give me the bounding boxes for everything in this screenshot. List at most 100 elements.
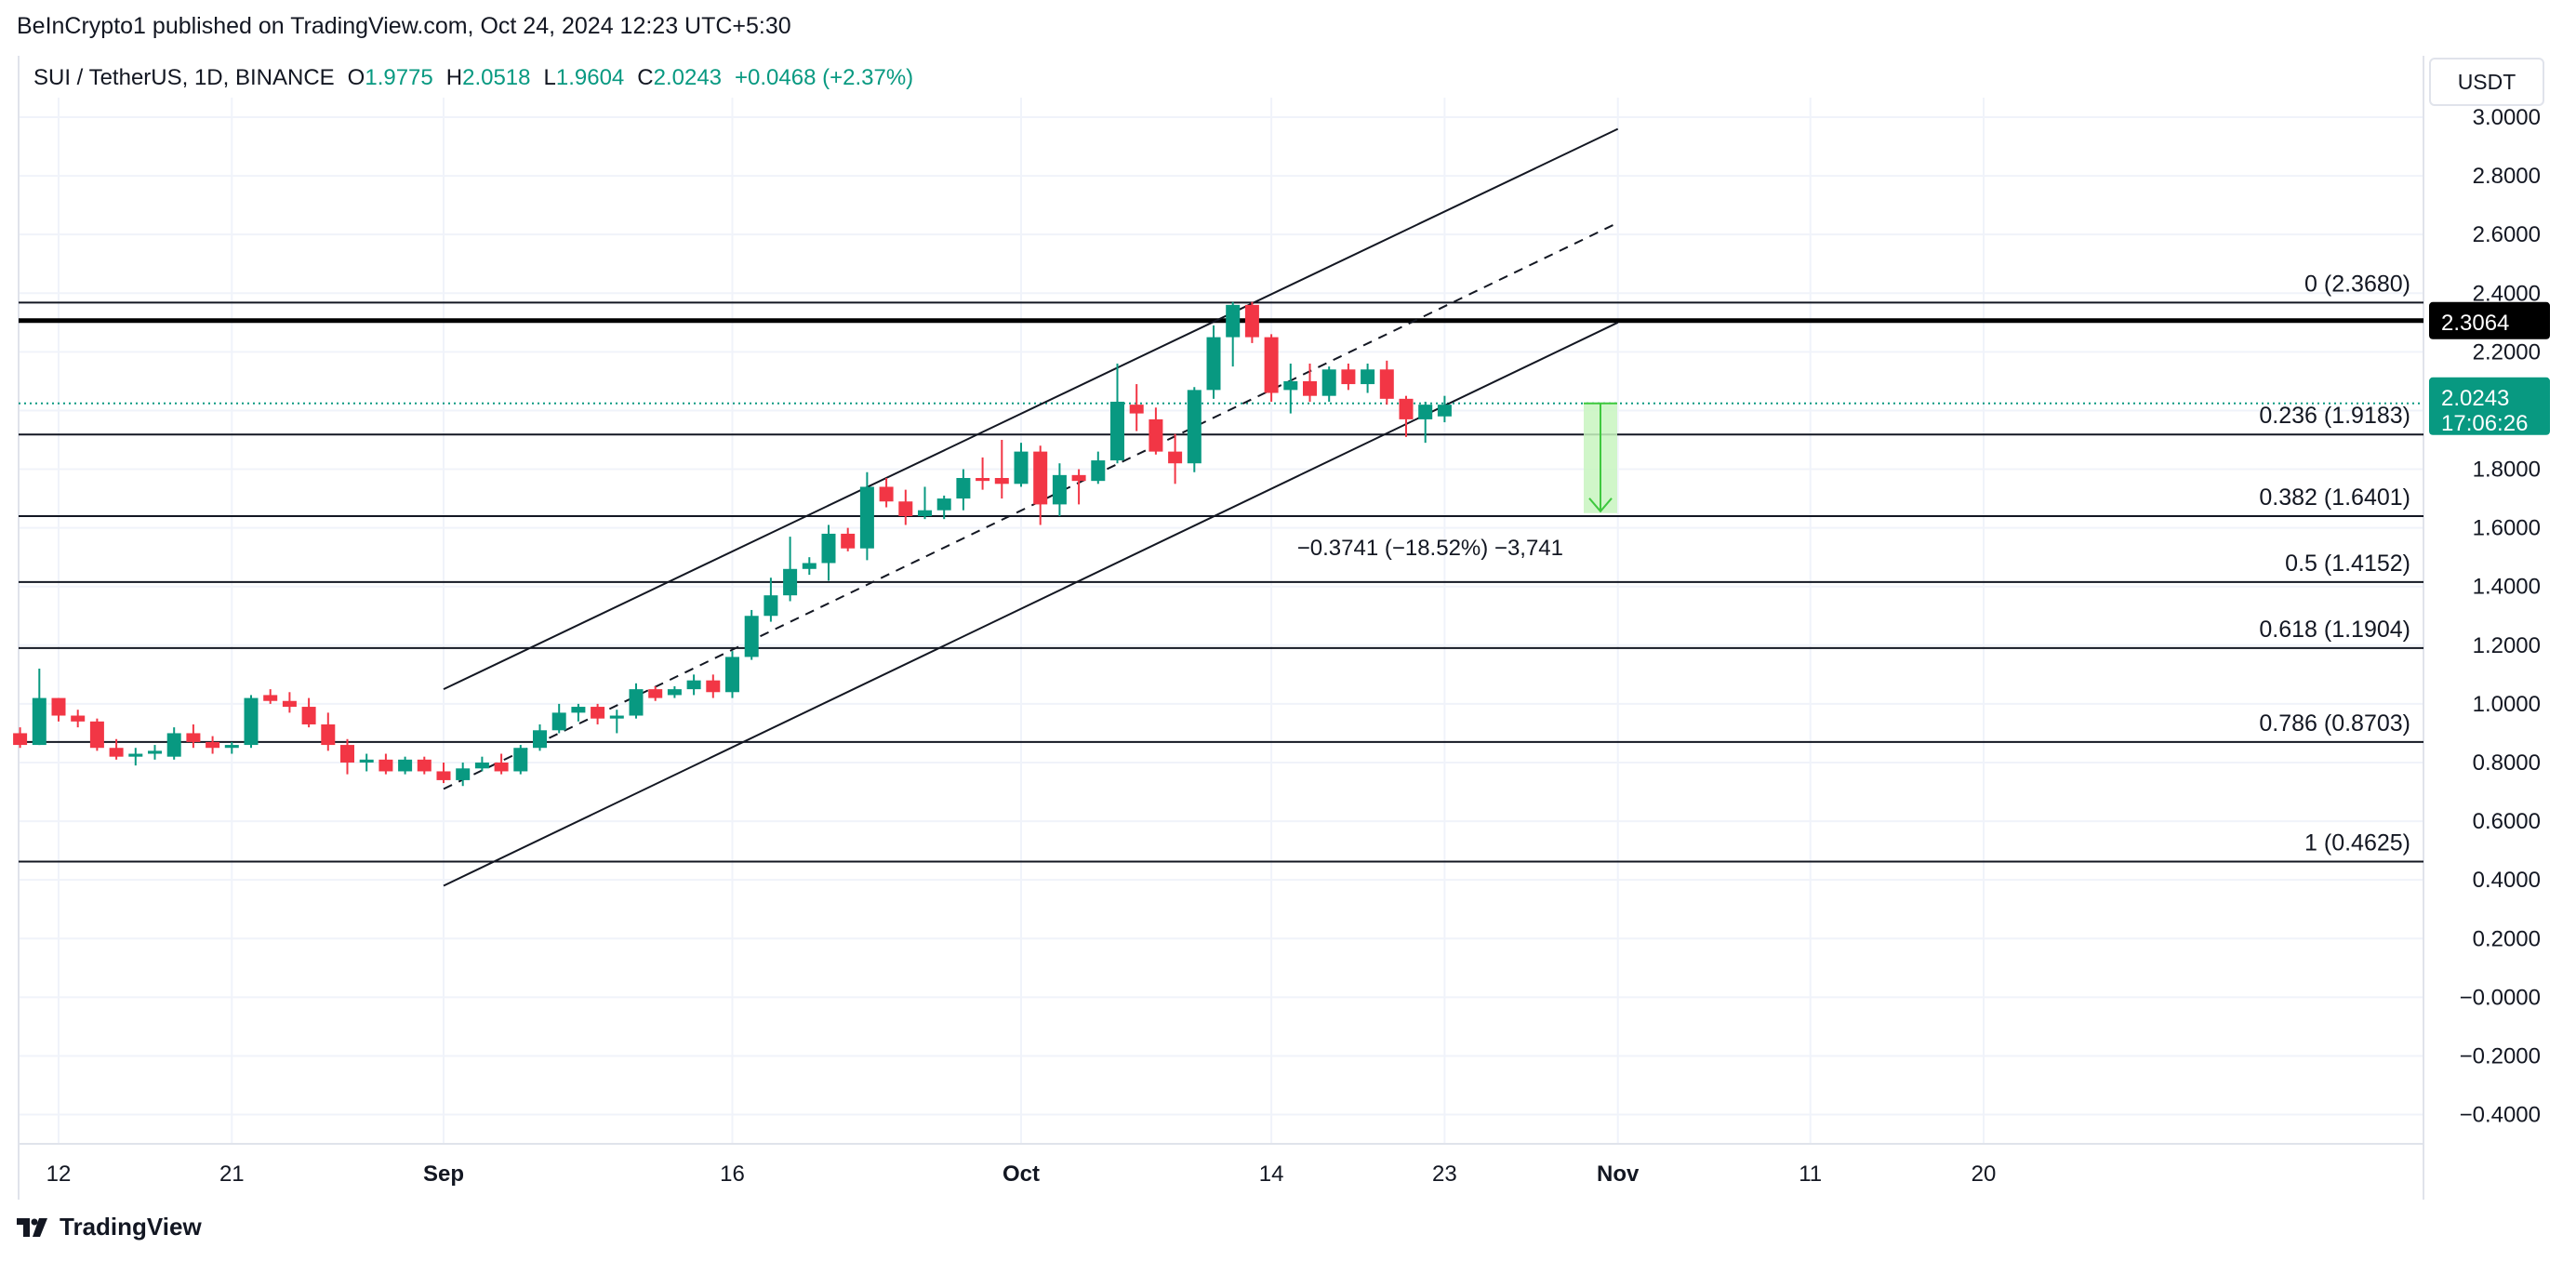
high-label: H: [445, 65, 463, 90]
candle-body: [706, 680, 721, 693]
candle-body: [1149, 418, 1163, 452]
candle-body: [571, 707, 586, 713]
candle-body: [378, 759, 393, 772]
candle: [1379, 360, 1394, 405]
candle-body: [1206, 337, 1221, 391]
candle: [783, 537, 798, 602]
candle: [551, 703, 566, 734]
fib-level-label: 0.382 (1.6401): [2259, 484, 2410, 511]
fib-level-label: 1 (0.4625): [2304, 830, 2410, 856]
candle-body: [1321, 369, 1336, 396]
candle: [1244, 301, 1259, 343]
candle-body: [1110, 401, 1124, 461]
candle: [859, 471, 874, 561]
candle-body: [301, 707, 316, 724]
price-axis-tick: 1.2000: [2473, 633, 2541, 658]
candle-body: [551, 712, 566, 731]
candle-body: [802, 563, 817, 569]
price-axis-tick: 2.4000: [2473, 281, 2541, 306]
candle-body: [1341, 369, 1356, 385]
time-axis-tick: 20: [1972, 1161, 1997, 1187]
candle: [89, 718, 104, 751]
candle-body: [1052, 474, 1067, 505]
candle-body: [1283, 380, 1298, 391]
close-value: 2.0243: [653, 65, 723, 90]
candle: [1014, 443, 1029, 487]
candle-body: [109, 748, 124, 757]
candle-body: [1226, 304, 1241, 338]
fib-level-label: 0 (2.3680): [2304, 271, 2410, 297]
candle: [994, 439, 1009, 499]
price-axis-tick: 0.4000: [2473, 868, 2541, 893]
candle: [1283, 363, 1298, 414]
candle-body: [417, 759, 432, 772]
low-label: L: [543, 65, 556, 90]
price-axis-tick: 1.0000: [2473, 692, 2541, 717]
time-axis-tick: 14: [1259, 1161, 1284, 1187]
candle: [898, 489, 913, 525]
time-axis-tick: 16: [720, 1161, 745, 1187]
price-axis: 3.00002.80002.60002.40002.20002.00001.80…: [2460, 105, 2541, 1128]
price-axis-tick: 1.6000: [2473, 516, 2541, 541]
candle: [1341, 363, 1356, 391]
price-axis-tick: 2.8000: [2473, 164, 2541, 189]
price-axis-tick: −0.4000: [2460, 1103, 2541, 1128]
candle: [109, 738, 124, 760]
time-axis-tick: 11: [1799, 1161, 1822, 1187]
candle-body: [89, 721, 104, 749]
candle: [976, 457, 990, 490]
brand-name: TradingView: [60, 1213, 202, 1241]
candle: [1399, 395, 1414, 437]
candle-body: [398, 759, 413, 772]
candle: [725, 651, 739, 698]
candle-body: [533, 730, 547, 749]
candle-body: [898, 501, 913, 517]
candle: [1264, 334, 1279, 402]
candle-body: [13, 733, 28, 746]
candle: [667, 685, 682, 698]
resistance-price-label: 2.3064: [2441, 311, 2509, 336]
candle: [13, 727, 28, 749]
candle-body: [629, 689, 644, 716]
candle: [398, 756, 413, 775]
candle-body: [821, 533, 836, 564]
symbol-name: SUI / TetherUS, 1D, BINANCE: [33, 65, 335, 90]
price-axis-tick: −0.2000: [2460, 1043, 2541, 1069]
candle: [879, 478, 894, 508]
candle-body: [321, 723, 336, 746]
currency-selector[interactable]: USDT: [2429, 58, 2544, 106]
tradingview-logo-icon: [17, 1217, 47, 1237]
candle-body: [282, 700, 297, 708]
candle-body: [936, 498, 951, 511]
candle-body: [918, 510, 932, 517]
price-axis-tick: 2.2000: [2473, 339, 2541, 365]
fib-level-label: 0.236 (1.9183): [2259, 403, 2410, 429]
candle: [263, 689, 278, 704]
fib-level-label: 0.786 (0.8703): [2259, 710, 2410, 737]
tradingview-logo: TradingView: [17, 1213, 202, 1241]
publisher-credit: BeInCrypto1 published on TradingView.com…: [17, 13, 791, 39]
time-axis: 12 21 Sep 16 Oct 14 23 Nov 11 20: [46, 1161, 1997, 1187]
price-axis-tick: 0.6000: [2473, 809, 2541, 834]
candle: [821, 524, 836, 581]
candle: [224, 741, 239, 754]
candle-body: [956, 478, 971, 499]
candle-countdown: 17:06:26: [2441, 411, 2528, 436]
candle-body: [1264, 337, 1279, 393]
time-axis-tick: Nov: [1597, 1161, 1640, 1187]
candle-body: [224, 745, 239, 749]
time-axis-tick: 23: [1432, 1161, 1457, 1187]
candle: [648, 685, 663, 701]
fibonacci-levels: 0 (2.3680) 0.236 (1.9183) 0.382 (1.6401) 0.…: [19, 271, 2423, 863]
candle-body: [591, 707, 605, 719]
candle: [936, 495, 951, 520]
candle: [533, 723, 547, 751]
candle: [1149, 407, 1163, 455]
candle: [1110, 363, 1124, 464]
candle-body: [32, 697, 46, 746]
candle-body: [1033, 451, 1048, 505]
candle-body: [263, 695, 278, 701]
candle-body: [1244, 304, 1259, 338]
